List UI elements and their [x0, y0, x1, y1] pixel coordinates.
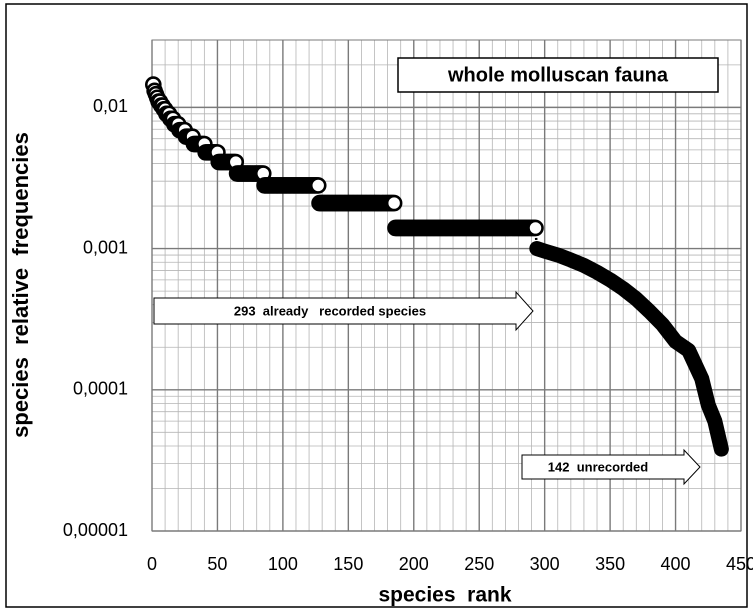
x-tick-label: 400 [661, 554, 691, 574]
annotation: 293 already recorded species [234, 303, 426, 318]
x-tick-label: 50 [207, 554, 227, 574]
connector [534, 227, 539, 249]
title-box: whole molluscan fauna [397, 57, 719, 93]
x-tick-label: 300 [530, 554, 560, 574]
y-axis-title: species relative frequencies [8, 132, 33, 438]
point [385, 194, 403, 212]
annotation: whole molluscan fauna [447, 64, 669, 86]
recorded-arrow: 293 already recorded species [153, 290, 534, 332]
point [309, 177, 327, 194]
arrow [521, 448, 701, 486]
x-tick-label: 0 [147, 554, 157, 574]
x-tick-label: 350 [595, 554, 625, 574]
x-tick-label: 150 [333, 554, 363, 574]
annotation: 142 unrecorded [548, 459, 648, 474]
grid [151, 39, 742, 532]
annotation-box [397, 57, 719, 93]
plot-frame [151, 39, 742, 532]
x-axis-title: species rank [378, 584, 511, 607]
arrow [153, 290, 534, 332]
tail-band [529, 241, 729, 457]
unrecorded-arrow: 142 unrecorded [521, 448, 701, 486]
point [527, 219, 544, 237]
x-tick-label: 200 [399, 554, 429, 574]
x-tick-label: 450 [726, 554, 753, 574]
y-tick-label: 0,0001 [73, 379, 128, 399]
y-tick-label: 0,01 [93, 96, 128, 116]
x-tick-label: 250 [464, 554, 494, 574]
y-tick-label: 0,00001 [63, 520, 128, 540]
y-tick-label: 0,001 [83, 237, 128, 257]
marks [145, 76, 729, 457]
x-tick-label: 100 [268, 554, 298, 574]
